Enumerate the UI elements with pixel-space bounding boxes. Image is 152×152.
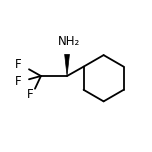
Text: NH₂: NH₂ (58, 35, 80, 48)
Text: F: F (15, 58, 22, 71)
Text: F: F (27, 88, 34, 101)
Text: F: F (15, 75, 22, 88)
Polygon shape (65, 54, 69, 76)
